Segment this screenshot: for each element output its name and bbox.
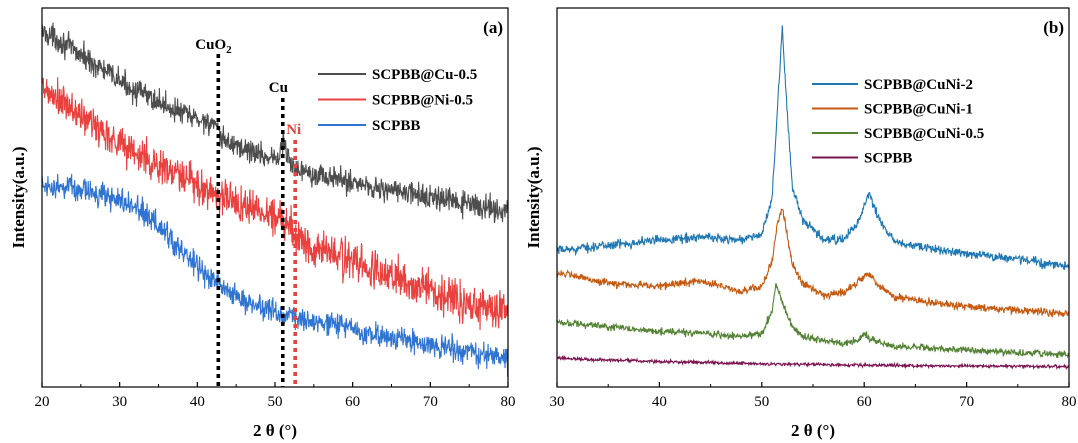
series-line-0 — [42, 22, 508, 224]
reference-label-2: Ni — [286, 122, 301, 138]
x-tick-label: 30 — [550, 394, 565, 410]
legend-label: SCPBB@Ni-0.5 — [372, 93, 473, 109]
legend-label: SCPBB@CuNi-0.5 — [864, 126, 984, 142]
x-tick-label: 20 — [35, 394, 50, 410]
series-line-1 — [557, 208, 1069, 318]
legend-label: SCPBB — [372, 118, 420, 134]
x-tick-label: 50 — [268, 394, 283, 410]
legend-label: SCPBB — [864, 151, 912, 167]
legend-label: SCPBB@Cu-0.5 — [372, 67, 477, 83]
x-tick-label: 60 — [345, 394, 360, 410]
reference-label-1: Cu — [269, 80, 288, 96]
chart-panel-b: 30 40 50 60 70 80 2 θ (°) Intensity(a.u.) (b) SCP… — [524, 7, 1077, 440]
x-tick-label: 80 — [501, 394, 516, 410]
x-tick-label: 60 — [857, 394, 872, 410]
x-tick-label: 50 — [754, 394, 769, 410]
series-line-3 — [557, 354, 1069, 371]
x-axis-title: 2 θ (°) — [791, 421, 835, 440]
legend-label: SCPBB@CuNi-1 — [864, 102, 973, 118]
reference-label-0: CuO2 — [195, 37, 232, 56]
x-tick-label: 70 — [423, 394, 438, 410]
x-tick-label: 40 — [652, 394, 667, 410]
chart-panel-a: CuO2 Cu Ni 20 30 40 50 60 70 80 2 θ (°) Intensity(a… — [9, 7, 516, 440]
series-line-1 — [42, 76, 508, 330]
y-axis-title: Intensity(a.u.) — [9, 146, 28, 248]
x-tick-label: 30 — [112, 394, 127, 410]
legend-label: SCPBB@CuNi-2 — [864, 77, 973, 93]
series-line-0 — [557, 25, 1069, 271]
y-axis-title: Intensity(a.u.) — [524, 146, 543, 248]
x-tick-label: 70 — [959, 394, 974, 410]
panel-label: (a) — [483, 18, 503, 37]
series-line-2 — [557, 283, 1069, 359]
x-axis-title: 2 θ (°) — [253, 421, 297, 440]
x-tick-label: 80 — [1062, 394, 1077, 410]
series-line-2 — [42, 173, 508, 377]
panel-label: (b) — [1043, 18, 1064, 37]
x-tick-label: 40 — [190, 394, 205, 410]
